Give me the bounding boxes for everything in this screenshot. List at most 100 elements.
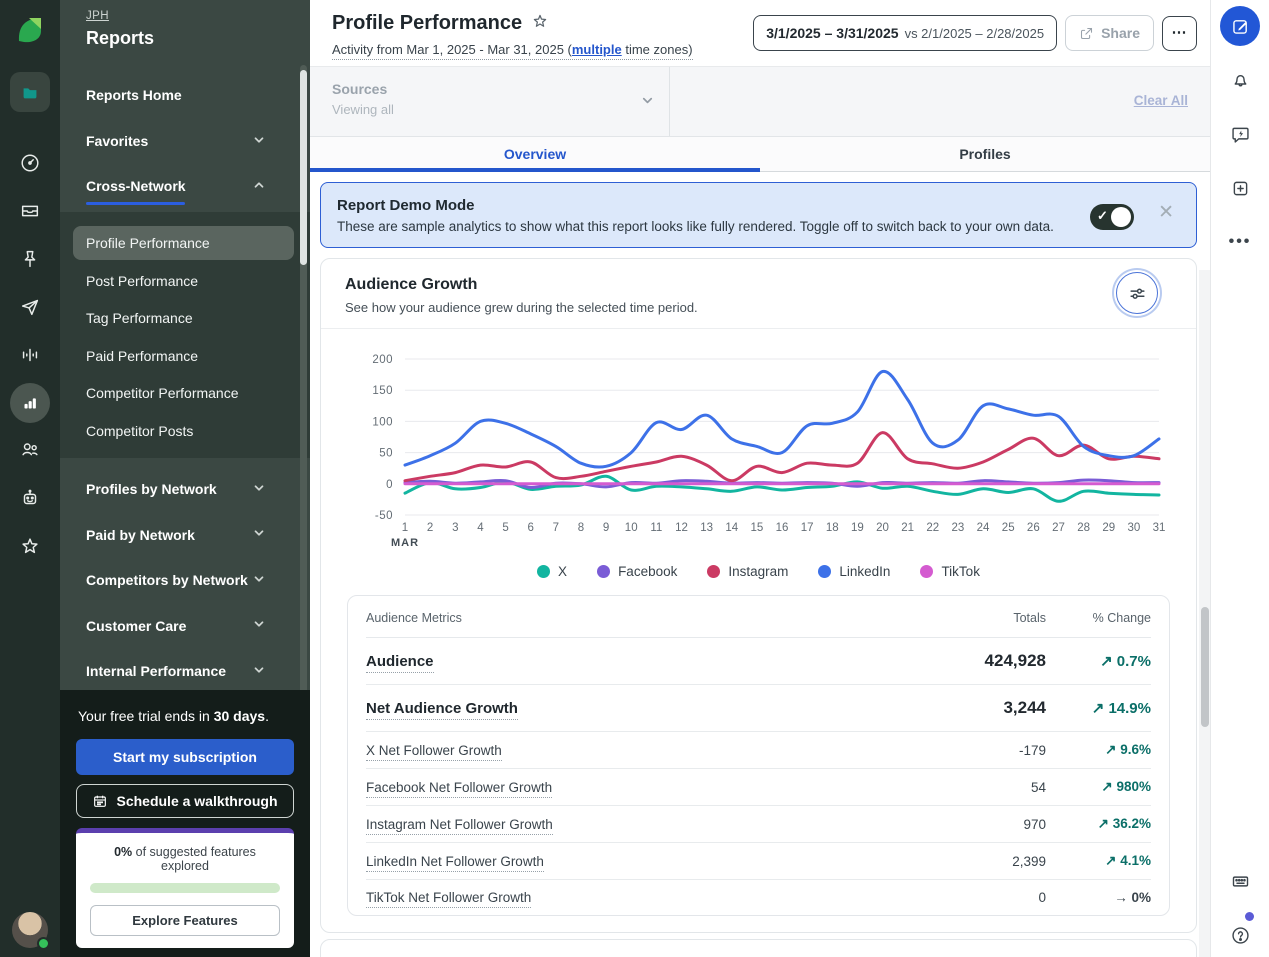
favorite-star-icon[interactable] <box>531 12 549 35</box>
user-avatar[interactable] <box>12 912 48 948</box>
pin-icon[interactable] <box>10 239 50 279</box>
svg-text:20: 20 <box>876 522 889 534</box>
sidebar-group-cross-network[interactable]: Cross-Network <box>60 170 310 202</box>
metric-label[interactable]: Audience <box>366 653 906 670</box>
sidebar-title: Reports <box>86 28 310 49</box>
svg-text:11: 11 <box>650 522 662 534</box>
sidebar-item-competitor-performance[interactable]: Competitor Performance <box>73 376 294 410</box>
reports-sidebar: JPH Reports Reports Home Favorites Cross… <box>60 0 310 957</box>
report-body: Report Demo Mode These are sample analyt… <box>310 172 1210 957</box>
metric-label[interactable]: Net Audience Growth <box>366 700 906 717</box>
sources-dropdown[interactable]: Sources Viewing all <box>310 67 670 136</box>
filters-bar: Sources Viewing all Clear All <box>310 66 1210 137</box>
demo-mode-toggle[interactable]: ✓ <box>1090 204 1134 230</box>
metric-label[interactable]: TikTok Net Follower Growth <box>366 890 906 905</box>
people-icon[interactable] <box>10 430 50 470</box>
metric-total: 0 <box>906 890 1046 905</box>
svg-text:16: 16 <box>776 522 789 534</box>
workspace-link[interactable]: JPH <box>86 10 310 22</box>
sidebar-scrollbar[interactable] <box>300 65 307 695</box>
main-scrollbar-track[interactable] <box>1199 270 1210 957</box>
svg-text:4: 4 <box>477 522 484 534</box>
main-scrollbar-thumb[interactable] <box>1201 607 1209 727</box>
add-widget-icon[interactable] <box>1220 168 1260 208</box>
metric-label[interactable]: Instagram Net Follower Growth <box>366 817 906 832</box>
legend-item-x[interactable]: X <box>537 564 567 579</box>
schedule-walkthrough-button[interactable]: Schedule a walkthrough <box>76 784 294 818</box>
svg-text:21: 21 <box>901 522 914 534</box>
svg-text:100: 100 <box>372 416 393 428</box>
listening-waveform-icon[interactable] <box>10 335 50 375</box>
audience-metrics-table: Audience Metrics Totals % Change Audienc… <box>347 595 1170 916</box>
metric-row-x-net-follower-growth: X Net Follower Growth-179↗ 9.6% <box>366 732 1151 769</box>
compose-button[interactable] <box>1220 6 1260 46</box>
sidebar-item-paid-performance[interactable]: Paid Performance <box>73 339 294 373</box>
sidebar-group-favorites[interactable]: Favorites <box>60 125 310 157</box>
clear-all-link[interactable]: Clear All <box>1134 93 1188 108</box>
legend-dot <box>920 565 933 578</box>
active-group-underline <box>86 202 185 205</box>
chart-settings-button[interactable] <box>1116 272 1158 314</box>
sprout-logo[interactable] <box>12 12 48 48</box>
legend-item-linkedin[interactable]: LinkedIn <box>818 564 890 579</box>
legend-item-facebook[interactable]: Facebook <box>597 564 677 579</box>
multiple-timezones-link[interactable]: multiple <box>572 42 622 57</box>
sidebar-item-competitor-posts[interactable]: Competitor Posts <box>73 414 294 448</box>
sidebar-group-internal-performance[interactable]: Internal Performance <box>60 655 310 687</box>
metric-change: ↗ 980% <box>1046 779 1151 795</box>
sidebar-item-profile-performance[interactable]: Profile Performance <box>73 226 294 260</box>
notifications-bell-icon[interactable] <box>1220 60 1260 100</box>
metric-label[interactable]: LinkedIn Net Follower Growth <box>366 854 906 869</box>
legend-item-instagram[interactable]: Instagram <box>707 564 788 579</box>
metric-label[interactable]: Facebook Net Follower Growth <box>366 780 906 795</box>
metric-row-tiktok-net-follower-growth: TikTok Net Follower Growth0→ 0% <box>366 880 1151 915</box>
share-button[interactable]: Share <box>1065 15 1154 51</box>
rail-more-icon[interactable]: ••• <box>1220 222 1260 262</box>
svg-text:23: 23 <box>952 522 965 534</box>
metric-total: 2,399 <box>906 854 1046 869</box>
tab-overview[interactable]: Overview <box>310 137 760 171</box>
audience-growth-header: Audience Growth See how your audience gr… <box>321 259 1196 329</box>
sidebar-group-competitors-by-network[interactable]: Competitors by Network <box>60 564 310 596</box>
sidebar-scroll-thumb[interactable] <box>300 70 307 265</box>
svg-text:0: 0 <box>386 479 393 491</box>
metric-change: ↗ 14.9% <box>1046 699 1151 717</box>
sidebar-item-post-performance[interactable]: Post Performance <box>73 264 294 298</box>
svg-text:19: 19 <box>851 522 864 534</box>
sidebar-group-profiles-by-network[interactable]: Profiles by Network <box>60 473 310 505</box>
sidebar-item-reports-home[interactable]: Reports Home <box>60 79 310 111</box>
svg-text:1: 1 <box>402 522 408 534</box>
sidebar-item-tag-performance[interactable]: Tag Performance <box>73 301 294 335</box>
metric-change: ↗ 36.2% <box>1046 816 1151 832</box>
keyboard-shortcuts-icon[interactable] <box>1220 861 1260 901</box>
metric-row-net-audience-growth: Net Audience Growth3,244↗ 14.9% <box>366 685 1151 732</box>
inbox-icon[interactable] <box>10 191 50 231</box>
svg-text:17: 17 <box>801 522 814 534</box>
sidebar-group-paid-by-network[interactable]: Paid by Network <box>60 519 310 551</box>
start-subscription-button[interactable]: Start my subscription <box>76 739 294 775</box>
metric-label[interactable]: X Net Follower Growth <box>366 743 906 758</box>
metric-change: ↗ 9.6% <box>1046 742 1151 758</box>
svg-text:-50: -50 <box>375 510 393 522</box>
feedback-message-icon[interactable] <box>1220 114 1260 154</box>
legend-dot <box>707 565 720 578</box>
reports-folder-icon[interactable] <box>10 72 50 112</box>
tab-profiles[interactable]: Profiles <box>760 137 1210 171</box>
compose-pencil-icon <box>1230 16 1251 37</box>
dashboard-gauge-icon[interactable] <box>10 143 50 183</box>
help-icon[interactable] <box>1220 915 1260 955</box>
publish-plane-icon[interactable] <box>10 287 50 327</box>
audience-growth-card: Audience Growth See how your audience gr… <box>320 258 1197 933</box>
close-icon[interactable]: ✕ <box>1158 201 1174 224</box>
more-options-button[interactable]: ⋯ <box>1162 16 1197 51</box>
svg-text:25: 25 <box>1002 522 1015 534</box>
explore-features-button[interactable]: Explore Features <box>90 905 280 936</box>
star-rail-icon[interactable] <box>10 526 50 566</box>
reports-bar-chart-icon[interactable] <box>10 383 50 423</box>
bot-icon[interactable] <box>10 478 50 518</box>
sidebar-group-customer-care[interactable]: Customer Care <box>60 610 310 642</box>
metric-total: 3,244 <box>906 698 1046 718</box>
legend-item-tiktok[interactable]: TikTok <box>920 564 980 579</box>
date-range-button[interactable]: 3/1/2025 – 3/31/2025 vs 2/1/2025 – 2/28/… <box>753 15 1057 51</box>
report-tabs: Overview Profiles <box>310 137 1210 172</box>
